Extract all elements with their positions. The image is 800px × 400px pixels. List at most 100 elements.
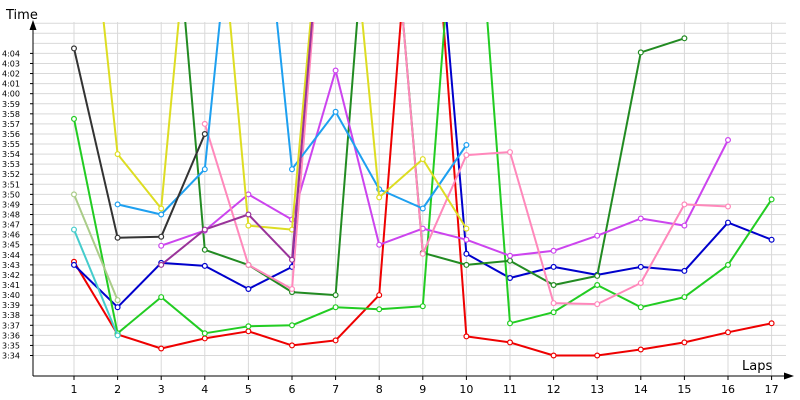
y-tick-label: 3:56 [2, 130, 20, 139]
data-point [550, 309, 557, 316]
data-point [681, 339, 688, 346]
x-tick-label: 3 [158, 383, 165, 396]
y-tick-label: 3:46 [2, 231, 20, 240]
data-point [245, 222, 252, 229]
series-line [73, 194, 119, 301]
data-point [245, 211, 252, 218]
y-tick-label: 3:57 [2, 120, 20, 129]
data-point [332, 337, 339, 344]
data-point [724, 329, 731, 336]
data-point [724, 203, 731, 210]
y-tick-label: 3:34 [2, 352, 20, 361]
y-tick-label: 4:02 [2, 70, 20, 79]
data-point [376, 306, 383, 313]
x-axis-title: Laps [742, 359, 772, 374]
series-7 [114, 22, 470, 218]
y-tick-label: 3:51 [2, 180, 20, 189]
x-tick-label: 8 [376, 383, 383, 396]
data-point [70, 261, 77, 268]
y-tick-label: 4:04 [2, 49, 20, 58]
data-point [70, 226, 77, 233]
series-group [70, 22, 775, 359]
series-5 [158, 67, 731, 259]
data-point [201, 120, 208, 127]
y-tick-label: 4:00 [2, 90, 20, 99]
x-tick-label: 9 [419, 383, 426, 396]
y-tick-label: 3:36 [2, 331, 20, 340]
data-point [550, 247, 557, 254]
data-point [681, 201, 688, 208]
data-point [114, 304, 121, 311]
series-line [73, 229, 119, 336]
series-10 [158, 22, 313, 268]
y-tick-label: 3:45 [2, 241, 20, 250]
y-tick-label: 3:43 [2, 261, 20, 270]
data-point [724, 219, 731, 226]
data-point [376, 194, 383, 201]
y-tick-label: 3:38 [2, 311, 20, 320]
data-point [681, 267, 688, 274]
y-tick-label: 3:37 [2, 321, 20, 330]
y-tick-label: 3:41 [2, 281, 20, 290]
data-point [463, 142, 470, 149]
x-tick-label: 6 [289, 383, 296, 396]
data-point [419, 205, 426, 212]
data-point [114, 297, 121, 304]
y-tick-label: 3:44 [2, 251, 20, 260]
y-axis-arrow [29, 20, 37, 30]
data-point [507, 252, 514, 259]
data-point [201, 246, 208, 253]
x-tick-label: 11 [503, 383, 517, 396]
data-point [70, 115, 77, 122]
data-point [114, 151, 121, 158]
data-point [201, 131, 208, 138]
x-tick-label: 4 [201, 383, 208, 396]
x-tick-label: 14 [634, 383, 648, 396]
data-point [550, 352, 557, 359]
data-point [289, 256, 296, 263]
series-line [73, 48, 206, 239]
data-point [594, 232, 601, 239]
data-point [376, 241, 383, 248]
data-point [245, 328, 252, 335]
data-point [201, 330, 208, 337]
data-point [158, 242, 165, 249]
data-point [201, 335, 208, 342]
y-tick-label: 3:53 [2, 160, 20, 169]
data-point [419, 250, 426, 257]
data-point [681, 294, 688, 301]
data-point [507, 339, 514, 346]
axes: Time Laps [5, 8, 794, 380]
data-point [289, 166, 296, 173]
y-tick-label: 3:47 [2, 221, 20, 230]
y-tick-label: 3:40 [2, 291, 20, 300]
series-12 [70, 191, 121, 304]
data-point [594, 301, 601, 308]
y-tick-label: 3:54 [2, 150, 20, 159]
data-point [463, 261, 470, 268]
data-point [201, 262, 208, 269]
data-point [463, 250, 470, 257]
data-point [114, 234, 121, 241]
data-point [507, 257, 514, 264]
y-tick-label: 4:03 [2, 59, 20, 68]
data-point [681, 222, 688, 229]
x-tick-label: 15 [677, 383, 691, 396]
data-point [289, 342, 296, 349]
series-line [73, 22, 772, 357]
data-point [637, 49, 644, 56]
data-point [637, 346, 644, 353]
data-point [594, 282, 601, 289]
x-tick-label: 13 [590, 383, 604, 396]
x-tick-labels: 1 2 3 4 5 6 7 8 9 10 11 12 13 14 15 16 17 [71, 383, 779, 396]
y-tick-label: 3:55 [2, 140, 20, 149]
data-point [637, 263, 644, 270]
data-point [289, 286, 296, 293]
data-point [594, 352, 601, 359]
y-tick-label: 4:01 [2, 80, 20, 89]
series-1 [70, 22, 775, 359]
series-3 [70, 22, 775, 337]
y-tick-label: 3:58 [2, 110, 20, 119]
data-point [245, 261, 252, 268]
